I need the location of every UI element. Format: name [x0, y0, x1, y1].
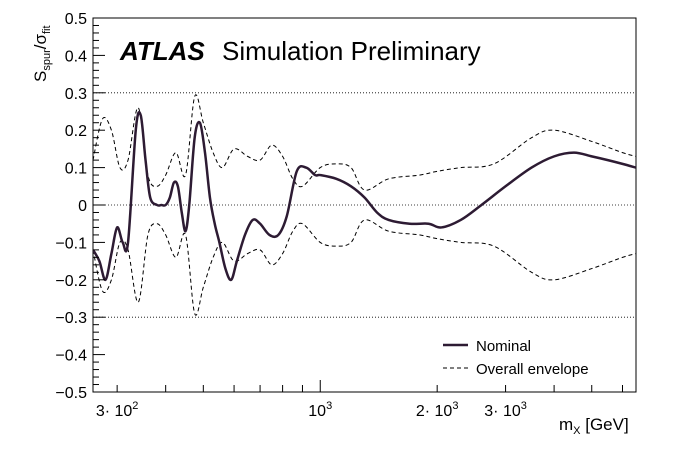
y-tick-label: −0.4 [55, 348, 87, 365]
y-tick-label: 0.5 [65, 11, 87, 28]
y-axis-title-sub1: spur [41, 49, 53, 71]
series-envelope-lower [93, 219, 636, 316]
y-tick-label: −0.1 [55, 235, 87, 252]
y-axis: −0.5 −0.4 −0.3 −0.2 −0.1 0 0.1 0.2 0.3 0.4 0.5 [55, 11, 105, 402]
series-envelope-upper [93, 94, 636, 191]
y-tick-label: 0.3 [65, 86, 87, 103]
legend: Nominal Overall envelope [443, 338, 589, 378]
y-axis-title: Sspur/σfit [31, 25, 53, 82]
series-layer [93, 94, 636, 316]
x-axis: 3· 102 103 2· 103 3· 103 [96, 380, 623, 420]
series-nominal [93, 110, 636, 282]
x-tick-label: 3· 103 [484, 400, 527, 420]
y-tick-label: −0.5 [55, 385, 87, 402]
y-tick-label: −0.3 [55, 310, 87, 327]
y-axis-title-main: S [31, 71, 50, 82]
experiment-label: ATLAS [119, 36, 205, 66]
x-tick-label-exponent: 2 [132, 400, 138, 412]
x-tick-label-base: 2· 10 [416, 403, 453, 420]
y-tick-label: 0.1 [65, 161, 87, 178]
x-axis-title-sub: X [573, 425, 581, 437]
legend-label-envelope: Overall envelope [476, 361, 589, 378]
chart-title: Simulation Preliminary [222, 36, 481, 66]
x-tick-label-exponent: 3 [452, 400, 458, 412]
legend-label-nominal: Nominal [476, 338, 531, 355]
x-tick-label-exponent: 3 [326, 400, 332, 412]
y-axis-title-sub2: fit [41, 25, 53, 34]
y-tick-label: 0.4 [65, 48, 87, 65]
x-tick-label: 2· 103 [416, 400, 459, 420]
x-axis-title: mX [GeV] [559, 415, 629, 437]
reference-lines [93, 92, 636, 318]
x-tick-label-base: 3· 10 [484, 403, 521, 420]
x-tick-label: 3· 102 [96, 400, 139, 420]
x-tick-label-exponent: 3 [521, 400, 527, 412]
x-tick-label-base: 3· 10 [96, 403, 133, 420]
x-axis-title-unit: [GeV] [581, 415, 629, 434]
y-tick-label: 0 [78, 198, 87, 215]
y-tick-label: −0.2 [55, 273, 87, 290]
x-tick-label-base: 10 [308, 403, 326, 420]
x-axis-title-base: m [559, 415, 573, 434]
y-tick-label: 0.2 [65, 123, 87, 140]
y-axis-title-mid: /σ [31, 34, 50, 50]
x-tick-label: 103 [308, 400, 332, 420]
